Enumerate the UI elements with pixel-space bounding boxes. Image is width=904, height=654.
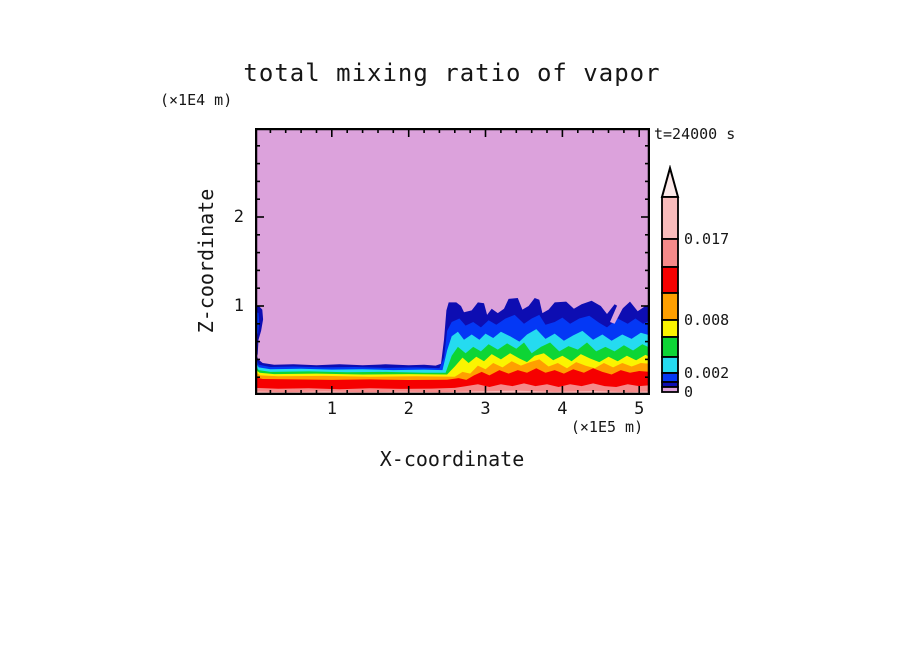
colorbar-segment-orange [661, 292, 679, 321]
colorbar-segment-plum [661, 386, 679, 393]
colorbar-segment-green [661, 336, 679, 358]
colorbar-label: 0.002 [684, 364, 730, 382]
y-tick-label: 1 [233, 296, 244, 316]
x-tick-label: 4 [557, 399, 568, 419]
y-axis-unit-label: (×1E4 m) [160, 91, 233, 109]
plot-frame [255, 128, 650, 395]
contour-plot-svg [255, 128, 650, 395]
x-tick-label: 2 [403, 399, 414, 419]
colorbar-label: 0.017 [684, 230, 730, 248]
colorbar-segment-lightpink [661, 196, 679, 240]
plum-notch-right [610, 302, 626, 324]
x-tick-label: 5 [634, 399, 645, 419]
colorbar-segment-red [661, 266, 679, 294]
colorbar-label: 0.008 [684, 311, 730, 329]
colorbar-svg [660, 165, 680, 393]
colorbar-label: 0 [684, 383, 694, 401]
time-annotation: t=24000 s [654, 125, 736, 143]
colorbar-segment-blue [661, 372, 679, 383]
y-axis-label: Z-coordinate [194, 188, 218, 334]
colorbar-segment-cyan [661, 356, 679, 374]
x-tick-label: 3 [480, 399, 491, 419]
x-axis-label: X-coordinate [379, 447, 525, 471]
colorbar-arrow [660, 165, 680, 198]
x-axis-unit-label: (×1E5 m) [570, 418, 644, 436]
colorbar-segment-salmon [661, 238, 679, 268]
y-tick-label: 2 [233, 207, 244, 227]
x-tick-label: 1 [326, 399, 337, 419]
colorbar-segment-yellow [661, 319, 679, 338]
chart-title: total mixing ratio of vapor [243, 59, 661, 87]
